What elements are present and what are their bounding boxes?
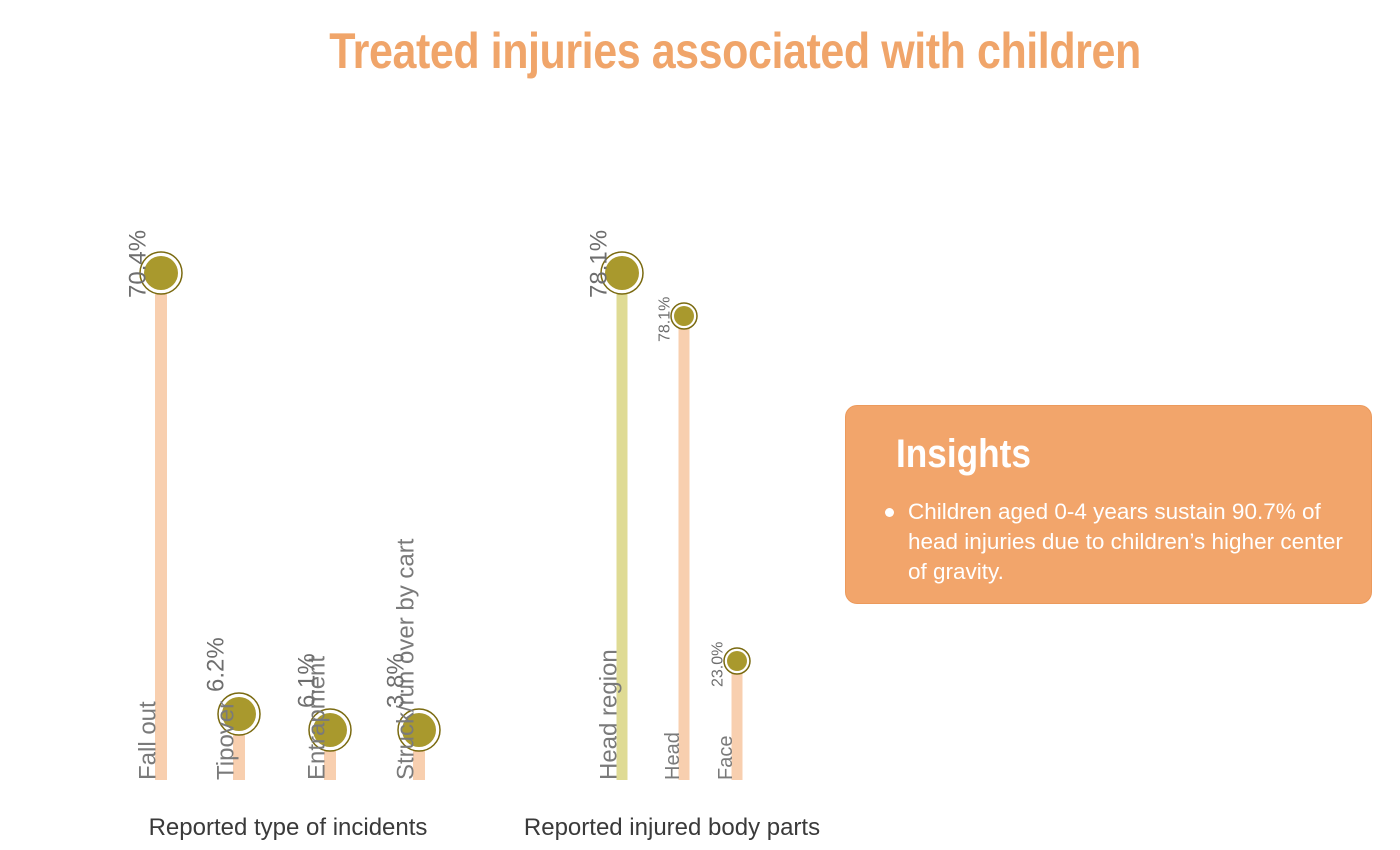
value-label: 6.1% xyxy=(293,653,320,708)
bar-head-region xyxy=(616,273,628,780)
marker-dot xyxy=(222,697,256,731)
insight-item: Children aged 0-4 years sustain 90.7% of… xyxy=(884,497,1364,587)
value-label: 6.2% xyxy=(202,637,229,692)
bar-head xyxy=(678,316,690,780)
marker-dot xyxy=(144,256,178,290)
category-label: Head xyxy=(662,732,684,780)
category-label: Entrapment xyxy=(303,656,330,780)
body-parts-chart: Head region 78.1% Head 78.1% Face 23.0% xyxy=(585,230,751,780)
category-label: Head region xyxy=(595,649,622,780)
category-label: Struck/run over by cart xyxy=(392,538,419,780)
marker-dot xyxy=(727,651,747,671)
bullet-icon xyxy=(885,508,894,517)
x-axis-title-incidents: Reported type of incidents xyxy=(149,814,428,841)
value-label: 78.1% xyxy=(585,230,612,298)
value-label: 23.0% xyxy=(710,642,727,687)
marker-dot xyxy=(674,306,694,326)
chart-title: Treated injuries associated with childre… xyxy=(329,23,1141,79)
insights-panel: Insights Children aged 0-4 years sustain… xyxy=(845,405,1372,604)
insight-text: Children aged 0-4 years sustain 90.7% of… xyxy=(908,499,1343,584)
insights-list: Children aged 0-4 years sustain 90.7% of… xyxy=(884,497,1364,587)
category-label: Tipover xyxy=(212,701,239,780)
insights-title: Insights xyxy=(896,432,1031,476)
value-label: 3.8% xyxy=(382,653,409,708)
category-label: Fall out xyxy=(134,701,161,780)
marker-dot xyxy=(313,713,347,747)
x-axis-title-body-parts: Reported injured body parts xyxy=(524,814,820,841)
value-label: 78.1% xyxy=(657,297,674,342)
value-label: 70.4% xyxy=(124,230,151,298)
marker-dot xyxy=(402,713,436,747)
bar-fall-out xyxy=(155,273,167,780)
bar-face xyxy=(731,661,743,780)
marker-dot xyxy=(605,256,639,290)
category-label: Face xyxy=(715,736,737,780)
